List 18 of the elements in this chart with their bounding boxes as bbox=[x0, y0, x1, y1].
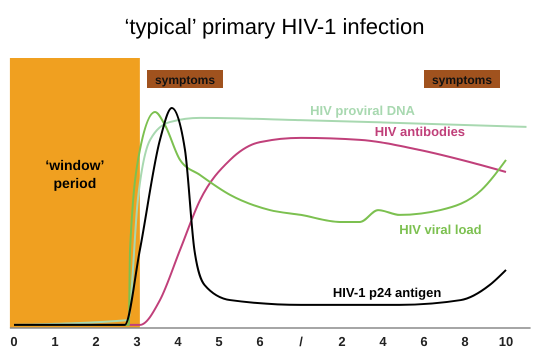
text: symptoms bbox=[432, 73, 492, 87]
x-tick-label: 3 bbox=[133, 334, 141, 349]
text: symptoms bbox=[154, 73, 216, 87]
x2-tick-label: 8 bbox=[461, 334, 469, 349]
series-label: HIV-1 p24 antigen bbox=[332, 284, 442, 300]
series-label: HIV antibodies bbox=[374, 124, 466, 140]
x-tick-label: / bbox=[299, 334, 304, 349]
x-tick-label: 1 bbox=[51, 334, 59, 349]
series-label: HIV proviral DNA bbox=[310, 102, 416, 118]
x-tick-label: 6 bbox=[256, 334, 264, 349]
x2-tick-label: 10 bbox=[498, 334, 514, 349]
band-label: ‘window’ period bbox=[45, 157, 104, 191]
series-label: HIV viral load bbox=[399, 222, 482, 238]
chart-title: ‘typical’ primary HIV-1 infection bbox=[124, 14, 424, 39]
x-tick-label: 2 bbox=[92, 334, 100, 349]
x-tick-label: 5 bbox=[215, 334, 223, 349]
x-tick-label: 4 bbox=[174, 334, 182, 349]
x-tick-label: 0 bbox=[10, 334, 18, 349]
